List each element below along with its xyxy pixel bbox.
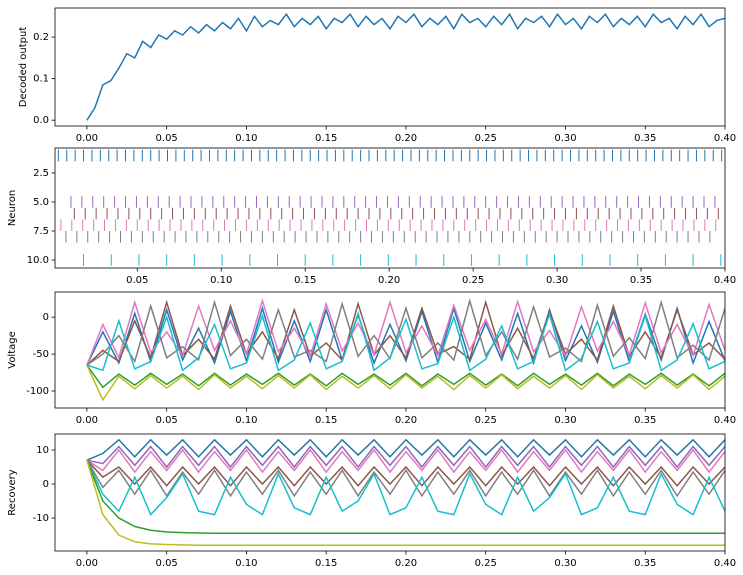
y-tick-label: 0.0 xyxy=(33,115,49,126)
x-tick-label: 0.25 xyxy=(475,133,497,144)
y-tick-label: 7.5 xyxy=(33,226,49,237)
axes-frame xyxy=(54,147,726,269)
x-tick-label: 0.25 xyxy=(475,415,497,426)
data-line xyxy=(86,438,725,461)
x-tick-label: 0.00 xyxy=(76,558,98,569)
x-tick-label: 0.30 xyxy=(554,558,576,569)
x-tick-label: 0.40 xyxy=(714,275,736,286)
data-line xyxy=(86,299,725,366)
x-tick-label: 0.25 xyxy=(462,275,484,286)
y-tick-label: 0 xyxy=(43,479,49,490)
axes-frame xyxy=(54,7,726,127)
x-tick-label: 0.40 xyxy=(714,133,736,144)
data-line xyxy=(86,12,725,121)
x-tick-label: 0.10 xyxy=(235,133,257,144)
data-line xyxy=(86,448,725,474)
y-tick-label: 2.5 xyxy=(33,168,49,179)
plot-area xyxy=(86,438,725,546)
y-tick-label: -10 xyxy=(33,513,49,524)
y-axis-label: Decoded output xyxy=(18,27,29,108)
plot-area xyxy=(86,12,725,121)
data-line xyxy=(86,305,725,366)
x-tick-label: 0.20 xyxy=(378,275,400,286)
y-tick-label: 0.1 xyxy=(33,74,49,85)
data-line xyxy=(86,310,725,372)
x-tick-label: 0.35 xyxy=(630,275,652,286)
y-tick-label: -100 xyxy=(26,386,49,397)
data-line xyxy=(86,298,725,366)
x-tick-label: 0.15 xyxy=(294,275,316,286)
data-line xyxy=(86,459,725,535)
data-line xyxy=(86,364,725,389)
x-tick-label: 0.00 xyxy=(76,415,98,426)
x-tick-label: 0.20 xyxy=(395,133,417,144)
x-tick-label: 0.40 xyxy=(714,558,736,569)
x-tick-label: 0.35 xyxy=(634,133,656,144)
x-tick-label: 0.25 xyxy=(475,558,497,569)
x-tick-label: 0.05 xyxy=(126,275,148,286)
plot-area xyxy=(57,149,723,266)
y-tick-label: 0 xyxy=(43,312,49,323)
x-tick-label: 0.10 xyxy=(235,558,257,569)
data-line xyxy=(86,459,725,546)
x-tick-label: 0.15 xyxy=(315,133,337,144)
x-tick-label: 0.20 xyxy=(395,415,417,426)
x-tick-label: 0.30 xyxy=(546,275,568,286)
x-tick-label: 0.10 xyxy=(210,275,232,286)
x-tick-label: 0.20 xyxy=(395,558,417,569)
axes-frame xyxy=(54,291,726,409)
x-tick-label: 0.30 xyxy=(554,415,576,426)
plot-area xyxy=(86,298,725,402)
data-line xyxy=(86,459,725,516)
y-tick-label: 0.2 xyxy=(33,32,49,43)
data-line xyxy=(86,459,725,487)
x-tick-label: 0.00 xyxy=(76,133,98,144)
y-tick-label: 10.0 xyxy=(27,255,49,266)
x-tick-label: 0.05 xyxy=(156,415,178,426)
y-axis-label: Neuron xyxy=(7,190,18,226)
y-tick-label: -50 xyxy=(33,349,49,360)
x-tick-label: 0.05 xyxy=(156,133,178,144)
x-tick-label: 0.15 xyxy=(315,558,337,569)
y-tick-label: 10 xyxy=(36,445,49,456)
y-tick-label: 5.0 xyxy=(33,197,49,208)
axes-frame xyxy=(54,433,726,552)
data-line xyxy=(86,445,725,469)
x-tick-label: 0.10 xyxy=(235,415,257,426)
x-tick-label: 0.15 xyxy=(315,415,337,426)
data-line xyxy=(86,298,725,366)
x-tick-label: 0.35 xyxy=(634,558,656,569)
x-tick-label: 0.40 xyxy=(714,415,736,426)
x-tick-label: 0.30 xyxy=(554,133,576,144)
y-axis-label: Recovery xyxy=(7,469,18,515)
data-line xyxy=(86,364,725,402)
x-tick-label: 0.35 xyxy=(634,415,656,426)
x-tick-label: 0.05 xyxy=(156,558,178,569)
y-axis-label: Voltage xyxy=(7,331,18,369)
